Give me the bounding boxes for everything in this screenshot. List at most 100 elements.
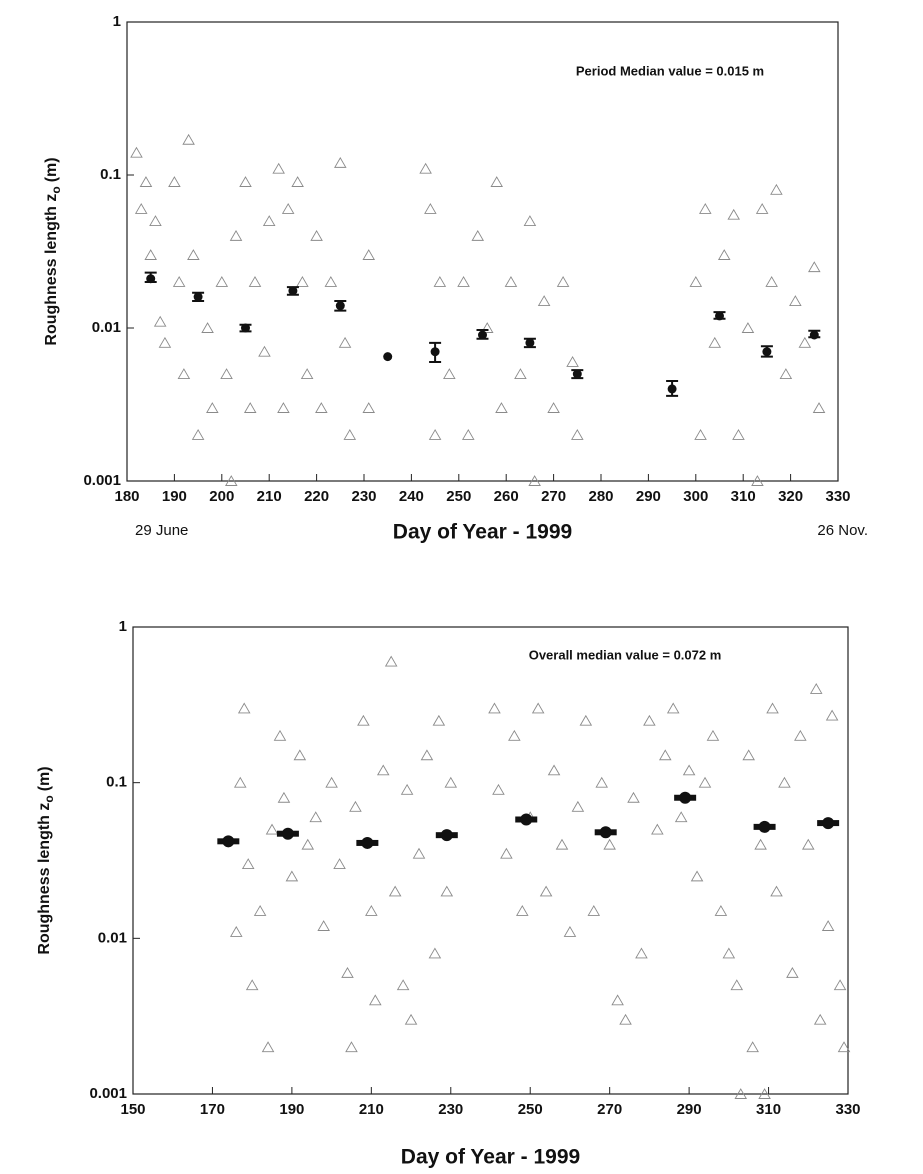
data-point <box>317 920 330 931</box>
data-point <box>689 276 703 287</box>
x-tick-label: 290 <box>636 488 661 505</box>
data-point <box>300 368 314 380</box>
data-point <box>191 429 205 440</box>
data-point <box>547 764 561 776</box>
data-point <box>603 838 616 850</box>
x-tick-label: 210 <box>359 1101 384 1118</box>
data-point <box>229 925 243 937</box>
y-label-unit: (m) <box>43 157 60 182</box>
median-point <box>288 286 298 296</box>
x-axis-label: Day of Year - 1999 <box>393 521 572 544</box>
data-point <box>779 368 793 380</box>
data-point <box>233 776 247 788</box>
data-point <box>706 729 720 741</box>
data-point <box>833 979 847 991</box>
data-point <box>349 800 362 812</box>
data-point <box>523 215 537 227</box>
data-point <box>172 276 186 287</box>
data-point <box>315 402 328 413</box>
y-tick-label: 0.01 <box>92 319 121 336</box>
data-point <box>261 1041 275 1053</box>
x-tick-label: 300 <box>683 488 708 505</box>
median-point <box>281 827 294 840</box>
x-tick-label: 330 <box>835 1101 860 1118</box>
median-point <box>241 323 250 333</box>
data-point <box>492 783 505 795</box>
data-point <box>338 336 352 348</box>
data-point <box>746 1041 759 1053</box>
x-tick-label: 260 <box>494 488 519 505</box>
x-sublabel: 29 June <box>135 522 188 539</box>
data-point <box>277 402 290 413</box>
data-point <box>432 714 446 726</box>
data-point <box>611 994 624 1006</box>
data-point <box>789 295 802 307</box>
data-point <box>758 1088 771 1099</box>
data-point <box>262 215 276 227</box>
data-point <box>182 133 195 145</box>
x-tick-label: 190 <box>162 488 187 505</box>
data-point <box>362 249 376 260</box>
data-point <box>766 702 779 714</box>
median-point <box>525 338 535 348</box>
x-tick-label: 250 <box>446 488 471 505</box>
x-tick-label: 240 <box>399 488 424 505</box>
data-point <box>765 276 778 287</box>
data-point <box>215 276 229 287</box>
data-point <box>809 683 823 694</box>
data-point <box>357 714 370 726</box>
data-point <box>514 368 527 380</box>
data-point <box>239 176 252 187</box>
data-point <box>324 276 338 287</box>
data-point <box>388 885 402 897</box>
data-point <box>187 249 200 260</box>
median-point <box>383 352 393 362</box>
data-point <box>566 356 579 367</box>
data-point <box>674 811 688 823</box>
data-point <box>272 162 285 174</box>
data-point <box>309 811 323 823</box>
median-point <box>667 384 677 394</box>
data-point <box>153 315 167 327</box>
data-point <box>490 176 504 187</box>
data-point <box>224 475 238 486</box>
data-point <box>130 146 143 158</box>
data-point <box>515 905 529 916</box>
data-point <box>253 905 267 916</box>
data-point <box>651 823 664 835</box>
data-point <box>508 729 521 741</box>
annotation: Overall median value = 0.072 m <box>529 647 722 662</box>
data-point <box>778 776 791 788</box>
data-point <box>488 702 501 714</box>
median-point <box>822 817 835 830</box>
data-point <box>555 838 569 850</box>
data-point <box>480 322 494 333</box>
data-point <box>412 847 426 859</box>
data-point <box>245 979 259 991</box>
data-point <box>821 920 835 931</box>
data-point <box>365 905 378 916</box>
data-point <box>682 764 696 776</box>
data-point <box>343 429 357 440</box>
x-tick-label: 310 <box>731 488 756 505</box>
x-tick-label: 210 <box>257 488 282 505</box>
data-point <box>825 709 839 721</box>
data-point <box>556 276 570 287</box>
data-point <box>658 749 672 761</box>
data-point <box>258 345 271 357</box>
x-tick-label: 310 <box>756 1101 781 1118</box>
data-point <box>325 776 338 788</box>
data-point <box>248 276 262 287</box>
data-point <box>362 402 376 413</box>
data-point <box>443 368 456 380</box>
data-point <box>547 402 560 413</box>
median-point <box>758 820 771 833</box>
x-tick-label: 290 <box>677 1101 702 1118</box>
y-label-sub: o <box>49 186 63 193</box>
data-point <box>201 322 214 333</box>
data-point <box>149 215 162 227</box>
data-point <box>281 203 295 214</box>
y-tick-label: 0.1 <box>106 774 127 791</box>
data-point <box>444 776 458 788</box>
